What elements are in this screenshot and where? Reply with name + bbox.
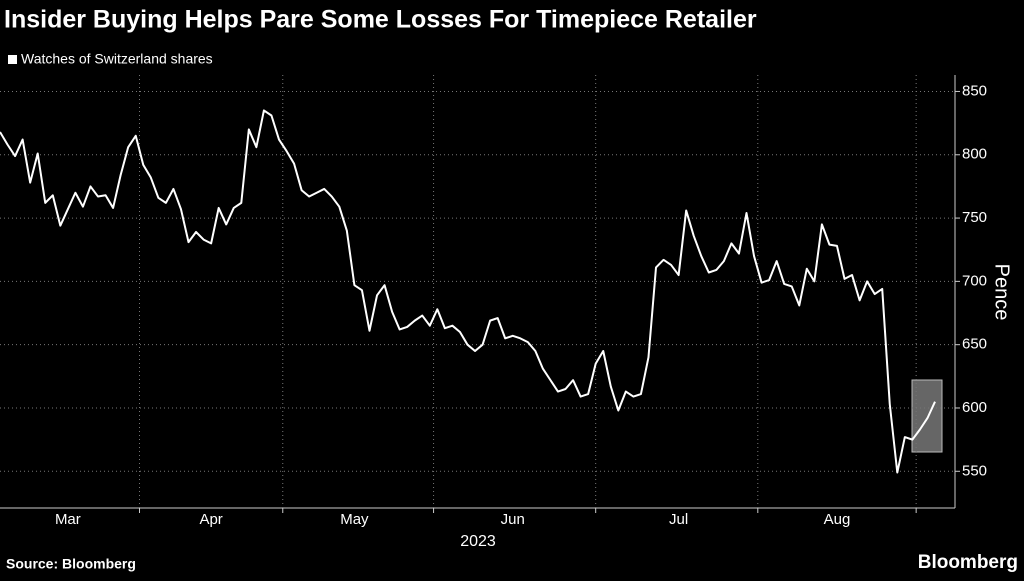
brand-logo: Bloomberg [918,552,1018,573]
y-tick-label: 800 [962,146,987,163]
legend-swatch [8,55,17,64]
x-axis-year: 2023 [460,533,496,550]
highlight-box [911,379,943,453]
price-line [0,109,936,474]
y-axis-title: Pence [991,264,1013,321]
y-tick-label: 650 [962,336,987,353]
x-tick-label: Mar [55,511,81,528]
x-tick-label: May [340,511,369,528]
x-tick-label: Apr [199,511,222,528]
y-tick-label: 750 [962,209,987,226]
y-tick-label: 550 [962,462,987,479]
y-tick-label: 700 [962,272,987,289]
x-tick-label: Jun [501,511,525,528]
y-tick-label: 850 [962,82,987,99]
legend-label: Watches of Switzerland shares [21,51,213,67]
y-tick-label: 600 [962,399,987,416]
chart-title: Insider Buying Helps Pare Some Losses Fo… [4,6,757,34]
source: Source: Bloomberg [6,556,136,572]
x-tick-label: Jul [669,511,688,528]
x-tick-label: Aug [824,511,851,528]
